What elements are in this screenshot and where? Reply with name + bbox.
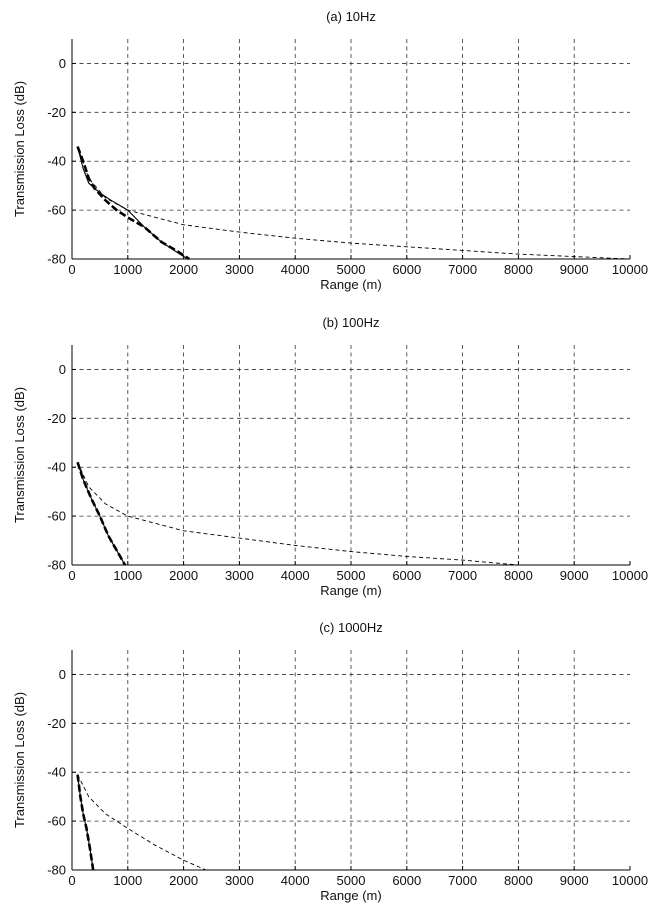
x-tick-label: 7000 bbox=[448, 568, 477, 583]
y-tick-label: 0 bbox=[59, 362, 66, 377]
chart-panel-2: (b) 100Hz 0 1000 2000 3000 4000 5000 6000 7000 80… bbox=[12, 315, 648, 598]
x-tick-label: 9000 bbox=[560, 262, 589, 277]
y-tick-label: -80 bbox=[47, 252, 66, 267]
x-tick-label: 4000 bbox=[281, 873, 310, 888]
x-tick-label: 1000 bbox=[113, 262, 142, 277]
y-tick-label: 0 bbox=[59, 667, 66, 682]
series-line-solid-1 bbox=[77, 774, 94, 871]
chart-panel-3: (c) 1000Hz 0 1000 2000 3000 4000 5000 6000 7000 8… bbox=[12, 620, 648, 903]
series-line-bold-dashed-2 bbox=[76, 146, 190, 261]
series-line-solid-1 bbox=[77, 146, 190, 260]
chart-title: (b) 100Hz bbox=[322, 315, 379, 330]
x-tick-label: 10000 bbox=[612, 568, 648, 583]
series-line-thin-dashed-3 bbox=[77, 774, 207, 871]
y-axis-label: Transmission Loss (dB) bbox=[12, 692, 27, 828]
chart-panel-1: (a) 10Hz 0 1000 2000 3000 4000 5000 6000 7000 800… bbox=[12, 9, 648, 292]
y-tick-label: -40 bbox=[47, 765, 66, 780]
x-tick-label: 0 bbox=[68, 262, 75, 277]
x-tick-label: 7000 bbox=[448, 262, 477, 277]
x-tick-label: 1000 bbox=[113, 568, 142, 583]
series-line-bold-dashed-2 bbox=[76, 461, 127, 566]
x-tick-label: 2000 bbox=[169, 262, 198, 277]
y-tick-label: -60 bbox=[47, 203, 66, 218]
series-line-thin-dashed-3 bbox=[77, 146, 631, 260]
x-tick-label: 5000 bbox=[337, 262, 366, 277]
x-tick-label: 8000 bbox=[504, 262, 533, 277]
x-tick-label: 4000 bbox=[281, 262, 310, 277]
y-axis-label: Transmission Loss (dB) bbox=[12, 81, 27, 217]
series-line-thin-dashed-3 bbox=[77, 462, 630, 566]
x-tick-label: 5000 bbox=[337, 568, 366, 583]
x-tick-label: 3000 bbox=[225, 568, 254, 583]
x-tick-label: 10000 bbox=[612, 262, 648, 277]
y-tick-label: -60 bbox=[47, 814, 66, 829]
x-tick-label: 2000 bbox=[169, 873, 198, 888]
y-tick-label: -80 bbox=[47, 558, 66, 573]
y-tick-label: -80 bbox=[47, 863, 66, 878]
x-axis-label: Range (m) bbox=[320, 277, 381, 292]
y-axis-label: Transmission Loss (dB) bbox=[12, 387, 27, 523]
x-tick-label: 1000 bbox=[113, 873, 142, 888]
x-tick-label: 0 bbox=[68, 873, 75, 888]
x-tick-label: 10000 bbox=[612, 873, 648, 888]
x-tick-label: 9000 bbox=[560, 873, 589, 888]
chart-title: (a) 10Hz bbox=[326, 9, 376, 24]
x-tick-label: 7000 bbox=[448, 873, 477, 888]
x-axis-label: Range (m) bbox=[320, 583, 381, 598]
y-tick-label: -20 bbox=[47, 411, 66, 426]
y-tick-label: -20 bbox=[47, 716, 66, 731]
x-tick-label: 4000 bbox=[281, 568, 310, 583]
y-tick-label: -60 bbox=[47, 509, 66, 524]
x-tick-label: 5000 bbox=[337, 873, 366, 888]
x-tick-label: 3000 bbox=[225, 873, 254, 888]
y-tick-label: -20 bbox=[47, 105, 66, 120]
x-axis-label: Range (m) bbox=[320, 888, 381, 903]
y-tick-label: -40 bbox=[47, 154, 66, 169]
x-tick-label: 2000 bbox=[169, 568, 198, 583]
x-tick-label: 0 bbox=[68, 568, 75, 583]
x-tick-label: 3000 bbox=[225, 262, 254, 277]
x-tick-label: 6000 bbox=[392, 873, 421, 888]
x-tick-label: 9000 bbox=[560, 568, 589, 583]
x-tick-label: 8000 bbox=[504, 873, 533, 888]
x-tick-label: 8000 bbox=[504, 568, 533, 583]
x-tick-label: 6000 bbox=[392, 568, 421, 583]
y-tick-label: 0 bbox=[59, 56, 66, 71]
chart-title: (c) 1000Hz bbox=[319, 620, 383, 635]
x-tick-label: 6000 bbox=[392, 262, 421, 277]
y-tick-label: -40 bbox=[47, 460, 66, 475]
